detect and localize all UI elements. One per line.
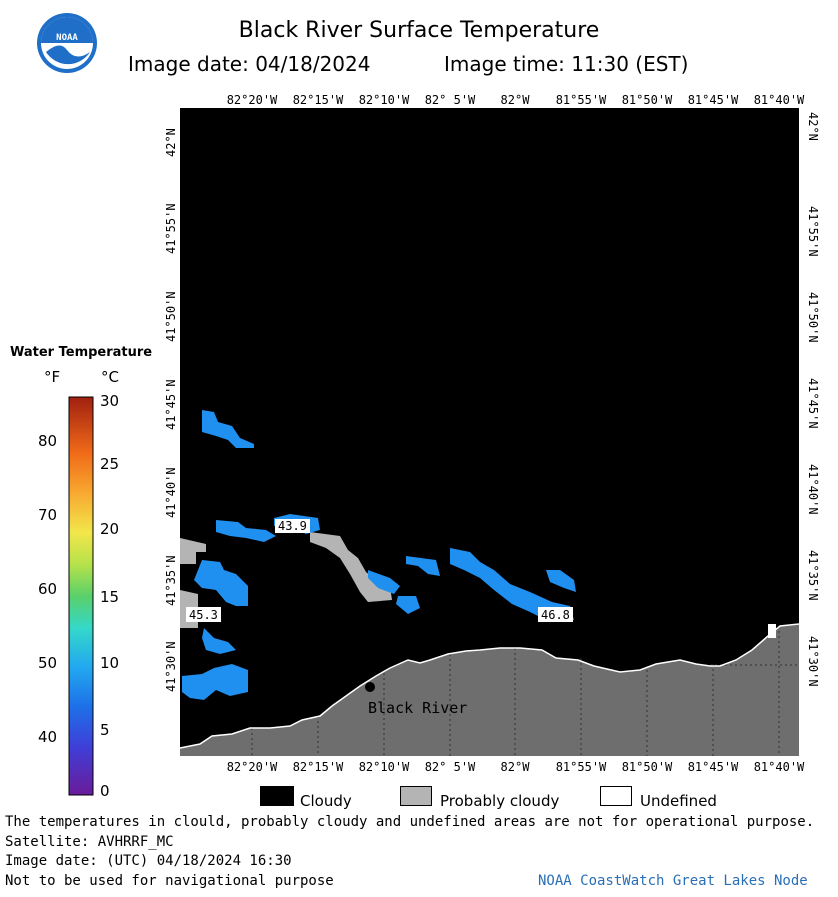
lon-label: 82°W <box>500 760 530 774</box>
lat-label: 41°40'N <box>164 467 178 518</box>
undefined-patch <box>768 624 776 638</box>
lon-label: 81°50'W <box>621 93 673 107</box>
satellite: Satellite: AVHRRF_MC <box>5 834 174 850</box>
temp-label: 46.8 <box>541 608 570 622</box>
lat-label: 41°50'N <box>806 292 820 343</box>
credit-link[interactable]: NOAA CoastWatch Great Lakes Node <box>538 873 808 889</box>
f-tick: 50 <box>38 654 58 672</box>
lat-label: 41°30'N <box>806 636 820 687</box>
c-tick: 20 <box>100 520 120 538</box>
lon-label: 81°55'W <box>555 93 607 107</box>
unit-c: °C <box>101 368 119 386</box>
water-temperature-area <box>182 410 576 700</box>
land-area <box>180 624 799 756</box>
cloudy-swatch <box>260 786 294 806</box>
lat-label: 41°30'N <box>164 641 178 692</box>
nav-warning: Not to be used for navigational purpose <box>5 873 334 889</box>
lon-label: 81°45'W <box>687 93 739 107</box>
legend-title: Water Temperature <box>10 345 153 360</box>
c-tick: 30 <box>100 392 120 410</box>
unit-f: °F <box>44 368 61 386</box>
lon-label: 81°50'W <box>621 760 673 774</box>
f-tick: 80 <box>38 432 58 450</box>
lon-label: 82°15'W <box>292 93 344 107</box>
lat-label: 41°35'N <box>164 555 178 606</box>
c-tick: 10 <box>100 654 120 672</box>
lat-label: 41°40'N <box>806 464 820 515</box>
cloud-cover <box>180 108 799 756</box>
color-scale-bar <box>68 396 94 796</box>
image-date: Image date: 04/18/2024 <box>128 52 371 76</box>
lat-label: 41°55'N <box>164 203 178 254</box>
f-tick: 60 <box>38 580 58 598</box>
f-tick: 40 <box>38 728 58 746</box>
lat-label: 42°N <box>806 112 820 141</box>
cloudy-key: Cloudy <box>300 792 352 810</box>
lon-label: 82° 5'W <box>424 93 476 107</box>
c-tick: 0 <box>100 782 110 800</box>
lon-label: 81°40'W <box>753 760 805 774</box>
lon-label: 82°15'W <box>292 760 344 774</box>
noaa-logo: NOAA <box>37 13 97 73</box>
map-title: Black River Surface Temperature <box>238 18 600 43</box>
utc-date: Image date: (UTC) 04/18/2024 16:30 <box>5 853 292 869</box>
c-tick: 5 <box>100 721 110 739</box>
temp-label-box <box>186 607 221 622</box>
temp-label-box <box>538 607 573 622</box>
lat-label: 41°50'N <box>164 291 178 342</box>
c-tick: 25 <box>100 455 120 473</box>
lon-label: 82°10'W <box>358 93 410 107</box>
f-tick: 70 <box>38 506 58 524</box>
lat-label: 41°35'N <box>806 550 820 601</box>
lon-label: 81°40'W <box>753 93 805 107</box>
lon-label: 81°45'W <box>687 760 739 774</box>
c-tick: 15 <box>100 588 120 606</box>
shoreline <box>180 623 799 749</box>
undefined-key: Undefined <box>640 792 717 810</box>
temp-label-box <box>275 519 310 533</box>
temperature-map[interactable]: Black River 43.9 45.3 46.8 <box>180 108 799 756</box>
lon-label: 82°20'W <box>226 93 278 107</box>
lat-label: 41°55'N <box>806 206 820 257</box>
black-river-marker[interactable] <box>365 682 375 692</box>
image-time: Image time: 11:30 (EST) <box>444 52 689 76</box>
lat-label: 41°45'N <box>806 378 820 429</box>
lon-label: 82° 5'W <box>424 760 476 774</box>
place-label: Black River <box>368 699 467 717</box>
lon-label: 81°55'W <box>555 760 607 774</box>
disclaimer: The temperatures in clould, probably clo… <box>5 814 815 830</box>
lon-label: 82°W <box>500 93 530 107</box>
probably-cloudy-key: Probably cloudy <box>440 792 560 810</box>
temp-label: 43.9 <box>278 519 307 533</box>
grid-lines <box>251 626 799 756</box>
temp-label: 45.3 <box>189 608 218 622</box>
lon-label: 82°20'W <box>226 760 278 774</box>
svg-text:NOAA: NOAA <box>56 33 78 43</box>
lat-label: 42°N <box>164 128 178 157</box>
probably-cloudy-swatch <box>400 786 432 806</box>
undefined-swatch <box>600 786 632 806</box>
lat-label: 41°45'N <box>164 379 178 430</box>
lon-label: 82°10'W <box>358 760 410 774</box>
